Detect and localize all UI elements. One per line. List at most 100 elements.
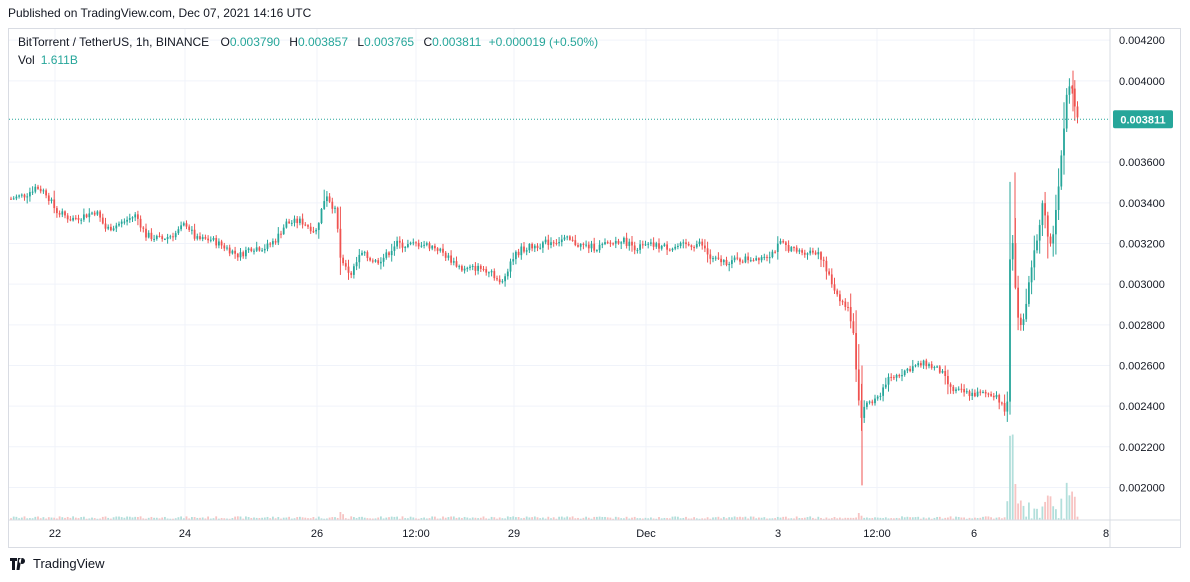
candle-body bbox=[72, 217, 74, 221]
candle-body bbox=[47, 195, 50, 201]
volume-bar bbox=[120, 517, 123, 520]
time-tick-label: 26 bbox=[311, 528, 323, 540]
volume-bar bbox=[1036, 508, 1038, 520]
volume-bar bbox=[371, 518, 374, 520]
candle-body bbox=[571, 239, 574, 241]
price-tick-label: 0.002800 bbox=[1119, 320, 1165, 332]
volume-bar bbox=[185, 516, 188, 520]
candle-body bbox=[987, 393, 990, 395]
candle-body bbox=[347, 266, 350, 273]
volume-bar bbox=[933, 517, 936, 520]
volume-bar bbox=[566, 516, 569, 520]
candle-body bbox=[42, 190, 45, 192]
volume-bar bbox=[439, 518, 442, 520]
volume-bar bbox=[482, 516, 485, 520]
candle-body bbox=[874, 398, 876, 404]
candle-body bbox=[658, 243, 660, 249]
volume-bar bbox=[182, 518, 185, 520]
volume-bar bbox=[866, 517, 868, 520]
volume-bar bbox=[563, 517, 566, 520]
candle-body bbox=[439, 248, 442, 251]
volume-bar bbox=[803, 517, 806, 520]
candle-body bbox=[420, 245, 423, 247]
volume-bar bbox=[1073, 496, 1076, 520]
volume-bar bbox=[1017, 503, 1019, 520]
volume-bar bbox=[39, 518, 42, 520]
volume-bar bbox=[404, 518, 407, 520]
candle-body bbox=[930, 364, 933, 368]
volume-bar bbox=[801, 518, 803, 520]
candle-body bbox=[69, 219, 72, 221]
candle-body bbox=[887, 376, 890, 385]
volume-bar bbox=[301, 517, 304, 520]
candle-body bbox=[868, 401, 871, 403]
candle-body bbox=[450, 255, 452, 263]
volume-bar bbox=[695, 518, 698, 520]
volume-bar bbox=[228, 518, 231, 520]
volume-bar bbox=[704, 518, 706, 520]
candle-body bbox=[31, 191, 34, 193]
volume-bar bbox=[979, 517, 982, 520]
candle-body bbox=[363, 252, 366, 254]
volume-bar bbox=[968, 517, 971, 520]
candle-body bbox=[990, 394, 992, 396]
candle-body bbox=[1049, 236, 1052, 244]
last-price-label: 0.003811 bbox=[1120, 114, 1165, 126]
candle-body bbox=[798, 250, 801, 252]
candle-body bbox=[180, 225, 182, 230]
volume-bar bbox=[417, 518, 420, 520]
time-tick-label: 6 bbox=[971, 528, 977, 540]
volume-bar bbox=[774, 518, 776, 520]
candle-body bbox=[598, 244, 601, 251]
candle-body bbox=[407, 244, 409, 248]
candle-body bbox=[85, 214, 88, 218]
volume-bar bbox=[893, 518, 895, 520]
price-candles bbox=[10, 70, 1079, 486]
candle-body bbox=[258, 247, 261, 251]
candle-body bbox=[155, 235, 158, 239]
candle-body bbox=[282, 227, 285, 235]
volume-bar bbox=[174, 518, 177, 520]
candle-body bbox=[245, 250, 247, 257]
volume-bar bbox=[517, 516, 520, 520]
candle-body bbox=[566, 236, 569, 238]
candle-body bbox=[488, 272, 490, 274]
volume-bar bbox=[636, 518, 639, 520]
volume-bar bbox=[69, 517, 72, 520]
tradingview-footer[interactable]: TradingView bbox=[10, 556, 105, 571]
volume-bar bbox=[269, 518, 272, 520]
volume-bar bbox=[965, 518, 968, 520]
candle-body bbox=[771, 251, 774, 258]
volume-bar bbox=[709, 518, 712, 520]
volume-bar bbox=[469, 518, 471, 520]
volume-bar bbox=[574, 518, 577, 520]
volume-bar bbox=[396, 516, 398, 520]
volume-bar bbox=[83, 516, 85, 520]
candle-body bbox=[1073, 88, 1076, 107]
volume-bar bbox=[153, 517, 155, 520]
volume-bar bbox=[447, 517, 450, 520]
candle-body bbox=[693, 247, 695, 249]
volume-bar bbox=[690, 518, 693, 520]
volume-bar bbox=[64, 517, 66, 520]
volume-bar bbox=[93, 518, 96, 520]
volume-bar bbox=[812, 517, 814, 520]
volume-bar bbox=[914, 517, 917, 520]
volume-bar bbox=[131, 517, 134, 520]
volume-bar bbox=[506, 516, 509, 520]
volume-bar bbox=[909, 517, 911, 520]
volume-bar bbox=[118, 516, 120, 520]
candle-body bbox=[928, 364, 930, 367]
candle-body bbox=[793, 247, 795, 249]
volume-bar bbox=[218, 518, 220, 520]
candle-body bbox=[290, 222, 293, 224]
volume-bar bbox=[463, 516, 466, 520]
volume-bar bbox=[955, 516, 957, 520]
volume-bar bbox=[150, 516, 153, 520]
candle-body bbox=[412, 242, 415, 244]
candle-body bbox=[882, 387, 884, 396]
candle-body bbox=[428, 243, 431, 249]
candle-body bbox=[250, 248, 253, 252]
candle-body bbox=[261, 250, 263, 252]
